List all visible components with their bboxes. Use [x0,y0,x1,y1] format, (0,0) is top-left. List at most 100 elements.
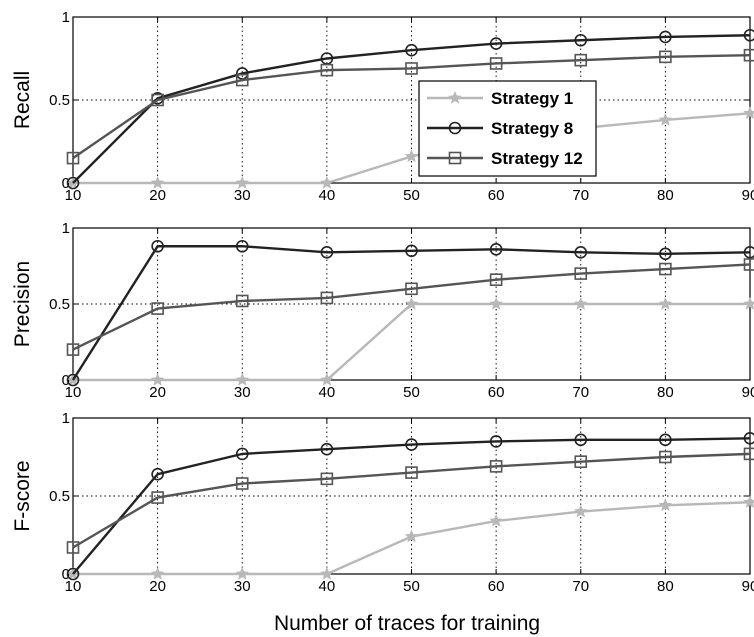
x-tick-label: 90 [742,187,754,204]
series-strategy-12 [66,48,754,165]
x-axis-label: Number of traces for training [274,612,540,635]
data-point [66,373,80,387]
series-line [72,452,751,549]
legend-entry: Strategy 8 [427,119,573,138]
data-point [489,273,503,286]
data-point [574,267,588,280]
data-point [574,504,588,518]
data-point [404,529,419,543]
x-tick-label: 60 [488,578,505,595]
data-point [489,57,503,70]
data-point [489,37,503,50]
series-line [72,263,751,351]
data-point [405,282,418,296]
series-line [72,437,751,575]
data-point [235,372,249,386]
data-point [235,175,249,189]
x-tick-label: 40 [319,578,336,595]
x-tick-label: 10 [65,384,82,401]
data-point [320,372,334,386]
data-point [235,566,249,580]
x-tick-label: 60 [488,384,505,401]
panel-precision: 10 20 30 40 50 60 70 80 90 0 0.5 1 Precision [11,220,754,401]
y-tick-label: 1 [62,9,70,26]
data-point [66,176,80,190]
y-axis-label: F-score [11,460,34,531]
data-point [404,149,419,163]
data-point [743,296,754,310]
series-line [72,53,751,160]
y-tick-label: 0 [62,175,70,192]
data-point [574,33,588,47]
data-point [151,93,164,107]
data-point [659,30,672,44]
y-tick-label: 0.5 [49,488,70,505]
series-line [71,245,751,381]
x-tick-label: 50 [403,578,420,595]
legend-marker [448,90,462,104]
legend-entry: Strategy 1 [427,89,573,108]
y-tick-label: 0 [62,372,70,389]
data-point [659,433,672,447]
legend: Strategy 1 Strategy 8 Strategy 12 [418,80,597,177]
x-tick-label: 30 [234,578,251,595]
data-point [405,62,418,75]
data-point [743,106,754,119]
y-tick-label: 0.5 [49,92,70,109]
data-point [489,460,503,473]
data-point [320,442,334,456]
data-point [489,242,503,256]
x-tick-label: 80 [657,187,674,204]
x-tick-label: 60 [488,187,505,204]
x-tick-label: 80 [657,384,674,401]
data-point [150,372,165,386]
data-point [489,296,503,310]
series-strategy-8 [66,239,754,387]
x-tick-label: 30 [234,187,251,204]
x-tick-label: 80 [657,578,674,595]
data-point [320,566,334,580]
data-point [574,53,588,67]
series-strategy-1 [66,495,754,580]
data-point [405,244,418,258]
x-tick-label: 70 [572,384,589,401]
x-tick-label: 90 [742,578,754,595]
y-axis-label: Precision [11,261,34,347]
x-tick-label: 20 [149,578,166,595]
data-point [743,48,754,62]
series-line [72,34,751,184]
x-tick-label: 10 [65,187,82,204]
data-point [743,28,754,42]
data-point [320,175,334,189]
y-axis-label: Recall [11,71,34,129]
x-tick-label: 90 [742,384,754,401]
data-point [405,466,418,479]
series-strategy-12 [66,447,754,554]
data-point [151,467,164,481]
data-point [150,566,165,580]
data-point [66,343,80,356]
data-point [743,431,754,445]
x-tick-label: 20 [149,384,166,401]
data-point [743,447,754,461]
data-point [404,296,419,310]
data-point [320,246,334,259]
series-strategy-8 [66,431,754,581]
series-strategy-1 [66,106,754,189]
data-point [658,498,673,512]
x-tick-label: 70 [572,578,589,595]
data-point [659,247,672,261]
data-point [574,433,588,447]
x-tick-label: 40 [319,187,336,204]
data-point [659,262,672,276]
data-point [151,239,164,253]
data-point [235,447,249,461]
data-point [489,435,503,448]
data-point [151,491,164,504]
data-point [235,239,249,253]
x-tick-label: 50 [403,187,420,204]
panel-f-score: 10 20 30 40 50 60 70 80 90 0 0.5 1 F-score [11,410,754,595]
data-point [659,450,672,464]
y-tick-label: 0 [62,566,70,583]
data-point [66,151,80,165]
